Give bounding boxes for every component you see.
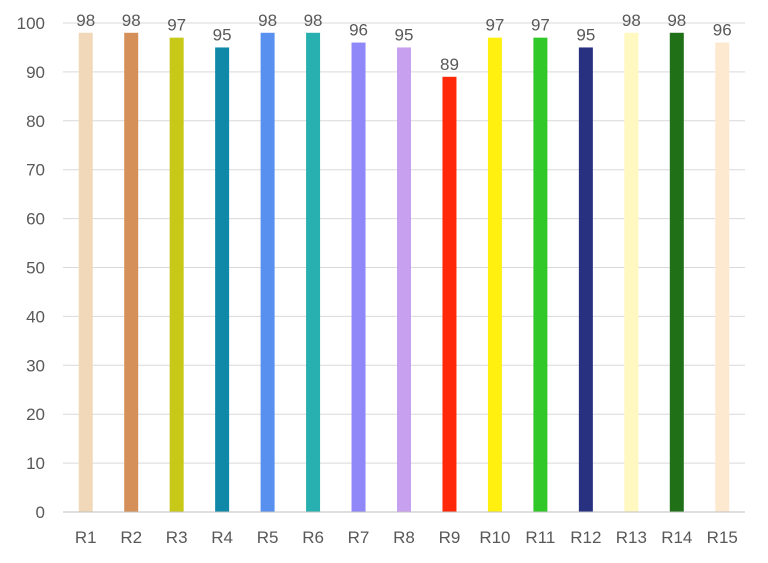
bar-r6 bbox=[306, 32, 321, 512]
bar-r11 bbox=[533, 37, 548, 513]
x-tick-label: R2 bbox=[120, 528, 142, 547]
data-label: 95 bbox=[395, 25, 414, 44]
bars bbox=[78, 32, 730, 513]
y-tick-label: 60 bbox=[26, 210, 45, 229]
y-tick-label: 90 bbox=[26, 63, 45, 82]
bar-r5 bbox=[260, 32, 275, 512]
x-tick-label: R7 bbox=[348, 528, 370, 547]
data-label: 98 bbox=[76, 11, 95, 30]
x-tick-label: R8 bbox=[393, 528, 415, 547]
y-tick-label: 30 bbox=[26, 356, 45, 375]
data-label: 89 bbox=[440, 55, 459, 74]
y-tick-label: 0 bbox=[36, 503, 45, 522]
y-tick-label: 70 bbox=[26, 161, 45, 180]
x-tick-label: R13 bbox=[616, 528, 647, 547]
bar-r9 bbox=[442, 76, 457, 512]
y-axis-ticks: 0 10 20 30 40 50 60 70 80 90 100 bbox=[17, 14, 45, 522]
data-label: 98 bbox=[622, 11, 641, 30]
data-label: 95 bbox=[576, 25, 595, 44]
y-tick-label: 80 bbox=[26, 112, 45, 131]
x-tick-label: R1 bbox=[75, 528, 97, 547]
y-tick-label: 40 bbox=[26, 307, 45, 326]
y-tick-label: 100 bbox=[17, 14, 45, 33]
data-label: 98 bbox=[304, 11, 323, 30]
data-label: 98 bbox=[667, 11, 686, 30]
bar-r12 bbox=[578, 47, 593, 512]
data-labels: 98 98 97 95 98 98 96 95 89 97 97 95 98 98 96 bbox=[76, 11, 731, 74]
x-tick-label: R9 bbox=[439, 528, 461, 547]
x-tick-label: R5 bbox=[257, 528, 279, 547]
bar-r7 bbox=[351, 42, 366, 513]
x-tick-label: R14 bbox=[661, 528, 692, 547]
bar-r14 bbox=[669, 32, 684, 512]
x-tick-label: R10 bbox=[479, 528, 510, 547]
y-tick-label: 50 bbox=[26, 259, 45, 278]
bar-r13 bbox=[624, 32, 639, 512]
bar-r2 bbox=[124, 32, 139, 512]
x-tick-label: R3 bbox=[166, 528, 188, 547]
data-label: 98 bbox=[258, 11, 277, 30]
bar-r1 bbox=[78, 32, 93, 512]
y-tick-label: 20 bbox=[26, 405, 45, 424]
x-tick-label: R6 bbox=[302, 528, 324, 547]
x-tick-label: R15 bbox=[707, 528, 738, 547]
bar-r4 bbox=[215, 47, 230, 512]
data-label: 96 bbox=[713, 21, 732, 40]
bar-r3 bbox=[169, 37, 184, 513]
y-tick-label: 10 bbox=[26, 454, 45, 473]
data-label: 97 bbox=[531, 16, 550, 35]
bar-r10 bbox=[487, 37, 502, 513]
x-tick-label: R11 bbox=[525, 528, 555, 547]
x-tick-label: R12 bbox=[570, 528, 601, 547]
data-label: 95 bbox=[213, 25, 232, 44]
bar-r15 bbox=[715, 42, 730, 513]
x-tick-label: R4 bbox=[211, 528, 233, 547]
x-axis-ticks: R1 R2 R3 R4 R5 R6 R7 R8 R9 R10 R11 R12 R13 R14 R15 bbox=[75, 528, 738, 547]
bar-r8 bbox=[397, 47, 411, 512]
data-label: 97 bbox=[167, 16, 186, 35]
data-label: 98 bbox=[122, 11, 141, 30]
data-label: 97 bbox=[485, 16, 504, 35]
data-label: 96 bbox=[349, 21, 368, 40]
